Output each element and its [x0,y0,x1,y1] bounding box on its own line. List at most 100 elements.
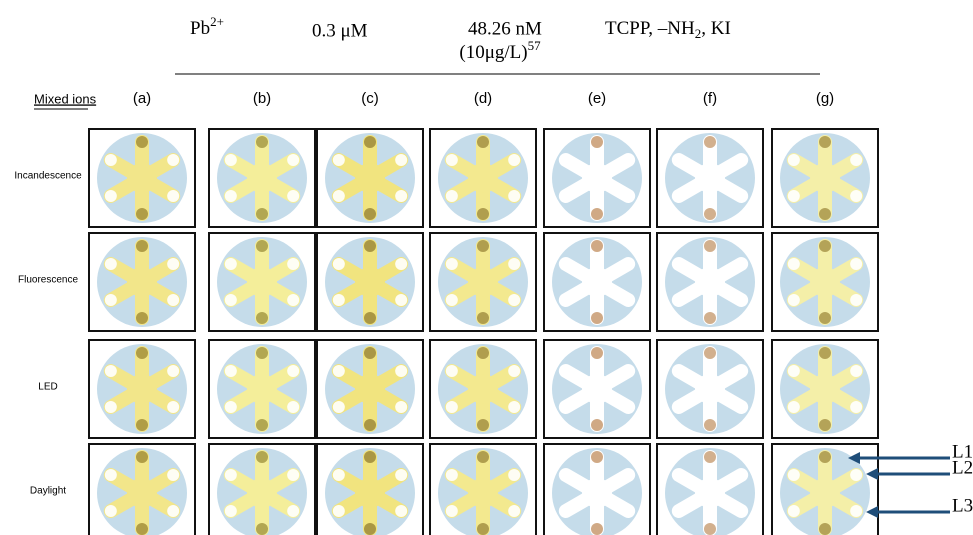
row-label: Fluorescence [18,275,78,286]
arm-tip [560,505,572,517]
row-label: Daylight [30,486,66,497]
reaction-spot [591,312,603,324]
column-label: (f) [703,90,717,107]
arm-tip [560,190,572,202]
row-label: LED [38,382,57,393]
arm-tip [788,401,800,413]
arm-tip [673,505,685,517]
reaction-spot [364,451,376,463]
star-center [582,267,612,297]
column-label: (d) [474,90,492,107]
arm-tip [287,190,299,202]
arm-tip [673,469,685,481]
star-center [247,478,277,508]
arm-tip [446,365,458,377]
sensor-panel [772,129,878,227]
reaction-spot [704,136,716,148]
arm-tip [446,294,458,306]
reaction-spot [256,136,268,148]
reaction-spot [477,208,489,220]
reaction-spot [704,347,716,359]
arm-tip [225,258,237,270]
arm-tip [287,365,299,377]
sensor-panel [657,233,763,331]
arm-tip [287,469,299,481]
reaction-spot [591,136,603,148]
star-center [582,374,612,404]
arm-tip [333,258,345,270]
reaction-spot [477,240,489,252]
arm-tip [395,258,407,270]
arm-tip [287,258,299,270]
reaction-spot [136,451,148,463]
reaction-spot [136,312,148,324]
arm-tip [105,190,117,202]
star-center [468,478,498,508]
header-probe: TCPP, –NH2, KI [605,18,731,41]
probe-2: , KI [701,18,731,39]
arm-tip [622,294,634,306]
reaction-spot [256,208,268,220]
arm-tip [850,365,862,377]
arm-tip [395,190,407,202]
arm-tip [850,294,862,306]
header-limit-2: (10μg/L)57 [459,38,541,63]
sensor-panel [317,129,423,227]
reaction-spot [704,419,716,431]
arm-tip [333,154,345,166]
arm-tip [673,294,685,306]
arm-tip [622,365,634,377]
star-center [810,478,840,508]
arm-tip [508,190,520,202]
arm-tip [788,154,800,166]
arm-tip [735,365,747,377]
arm-tip [105,365,117,377]
arm-tip [850,258,862,270]
star-center [582,163,612,193]
header-limit-1: 48.26 nM [468,18,542,39]
reaction-spot [704,451,716,463]
row-label: Incandescence [14,171,82,182]
arm-tip [673,401,685,413]
arm-tip [788,258,800,270]
reaction-spot [364,208,376,220]
arm-tip [167,258,179,270]
arm-tip [673,190,685,202]
star-center [582,478,612,508]
arm-tip [735,258,747,270]
sensor-panel [89,129,195,227]
sensor-panel [209,129,315,227]
ion-symbol: Pb [190,18,210,39]
arm-tip [167,469,179,481]
sensor-panel [430,444,536,535]
arm-tip [850,401,862,413]
arm-tip [560,154,572,166]
reaction-spot [591,451,603,463]
arm-tip [446,190,458,202]
arm-tip [395,469,407,481]
arm-tip [788,294,800,306]
arm-tip [333,294,345,306]
star-center [695,374,725,404]
reaction-spot [819,419,831,431]
reaction-spot [364,347,376,359]
arm-tip [560,469,572,481]
sensor-panel [317,233,423,331]
reaction-spot [477,312,489,324]
reaction-spot [136,208,148,220]
limit-value: (10μg/L) [459,42,527,63]
reaction-spot [364,523,376,535]
arm-tip [622,469,634,481]
star-center [695,163,725,193]
reaction-spot [136,136,148,148]
sensor-panel [657,340,763,438]
sensor-panel [544,233,650,331]
reaction-spot [819,312,831,324]
star-center [810,163,840,193]
arm-tip [508,365,520,377]
reaction-spot [256,451,268,463]
reaction-spot [591,208,603,220]
star-center [127,267,157,297]
sensor-panel [544,444,650,535]
arm-tip [850,190,862,202]
